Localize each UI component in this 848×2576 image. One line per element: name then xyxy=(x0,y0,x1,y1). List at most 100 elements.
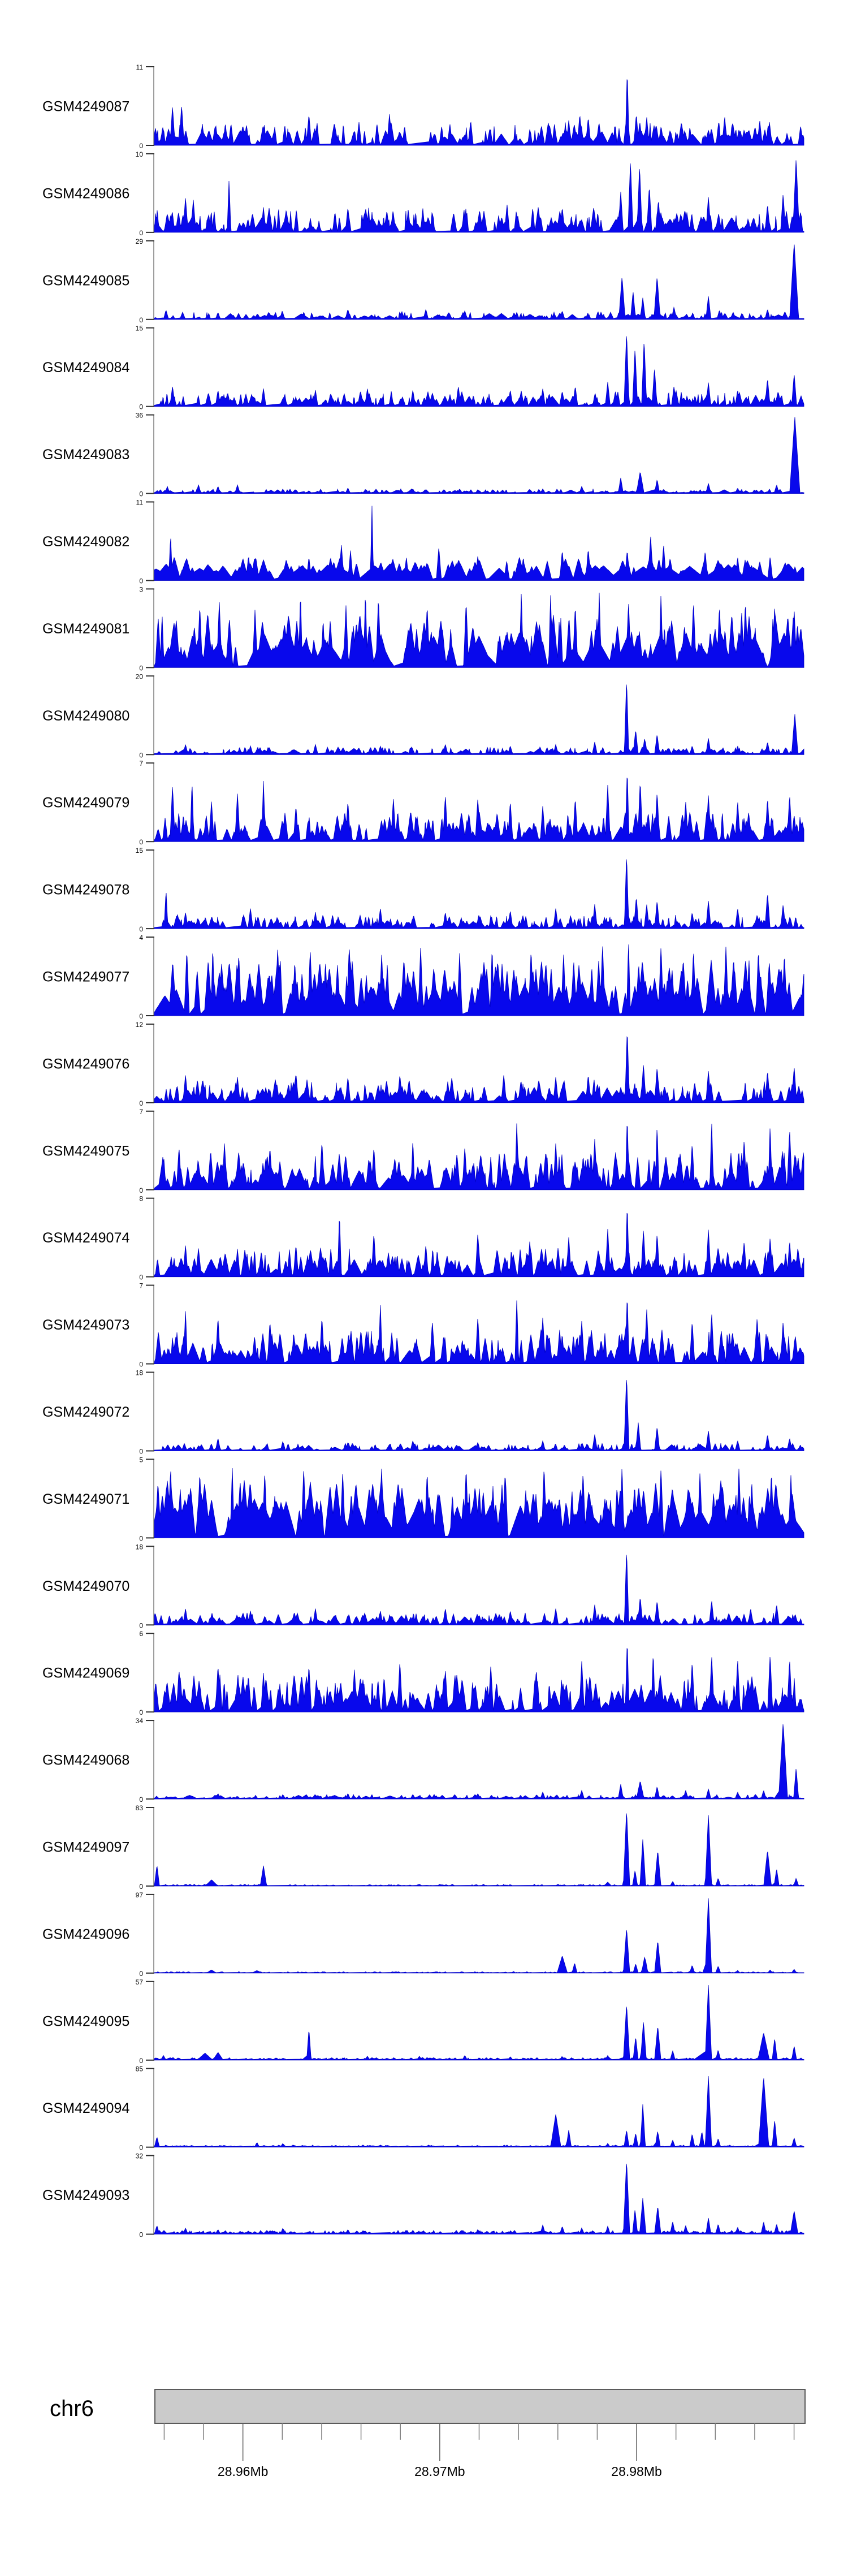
signal-area xyxy=(154,417,804,494)
y-axis-zero-label: 0 xyxy=(139,403,143,411)
track-label: GSM4249074 xyxy=(42,1230,129,1246)
track-label: GSM4249083 xyxy=(42,447,129,463)
track-label: GSM4249080 xyxy=(42,708,129,724)
signal-area xyxy=(154,2076,804,2148)
y-axis-zero-label: 0 xyxy=(139,1796,143,1803)
track-row: GSM4249085 29 0 xyxy=(42,238,804,324)
signal-area xyxy=(154,1898,804,1974)
genome-axis-tick-label: 28.96Mb xyxy=(218,2464,269,2479)
y-axis-zero-label: 0 xyxy=(139,316,143,324)
y-axis-zero-label: 0 xyxy=(139,1883,143,1891)
y-axis-zero-label: 0 xyxy=(139,1970,143,1978)
y-axis-zero-label: 0 xyxy=(139,838,143,846)
track-row: GSM4249070 18 0 xyxy=(42,1543,804,1629)
track-row: GSM4249083 36 0 xyxy=(42,412,804,498)
track-label: GSM4249075 xyxy=(42,1143,129,1159)
track-label: GSM4249069 xyxy=(42,1665,129,1681)
y-axis-zero-label: 0 xyxy=(139,229,143,237)
y-axis-max-label: 20 xyxy=(136,672,144,680)
signal-area xyxy=(154,1984,804,2061)
signal-area xyxy=(154,1468,804,1538)
track-row: GSM4249075 7 0 xyxy=(42,1108,804,1194)
track-row: GSM4249068 34 0 xyxy=(42,1717,804,1803)
track-row: GSM4249078 15 0 xyxy=(42,847,804,933)
track-row: GSM4249069 6 0 xyxy=(42,1630,804,1716)
track-label: GSM4249077 xyxy=(42,969,129,985)
track-label: GSM4249096 xyxy=(42,1926,129,1942)
y-axis-max-label: 5 xyxy=(139,1456,143,1464)
signal-area xyxy=(154,592,804,668)
track-label: GSM4249084 xyxy=(42,360,129,376)
genome-axis: chr6 28.96Mb 28.97Mb 28.98Mb xyxy=(50,2389,806,2479)
track-row: GSM4249087 11 0 xyxy=(42,63,804,150)
signal-area xyxy=(154,1123,804,1190)
signal-area xyxy=(154,944,804,1016)
y-axis-zero-label: 0 xyxy=(139,1621,143,1629)
y-axis-zero-label: 0 xyxy=(139,577,143,585)
y-axis-zero-label: 0 xyxy=(139,2144,143,2152)
track-row: GSM4249096 97 0 xyxy=(42,1891,804,1978)
signal-area xyxy=(154,1813,804,1887)
chromosome-label: chr6 xyxy=(50,2396,94,2421)
y-axis-zero-label: 0 xyxy=(139,1099,143,1107)
track-row: GSM4249082 11 0 xyxy=(42,499,804,585)
y-axis-max-label: 15 xyxy=(136,325,144,333)
track-row: GSM4249073 7 0 xyxy=(42,1282,804,1369)
signal-area xyxy=(154,1648,804,1712)
y-axis-zero-label: 0 xyxy=(139,664,143,672)
signal-area xyxy=(154,1724,804,1800)
y-axis-max-label: 12 xyxy=(136,1021,144,1029)
y-axis-zero-label: 0 xyxy=(139,1274,143,1281)
y-axis-zero-label: 0 xyxy=(139,1708,143,1716)
y-axis-max-label: 3 xyxy=(139,585,143,593)
signal-area xyxy=(154,778,804,842)
y-axis-max-label: 11 xyxy=(136,499,144,507)
y-axis-max-label: 18 xyxy=(136,1543,144,1551)
track-label: GSM4249073 xyxy=(42,1317,129,1333)
track-label: GSM4249082 xyxy=(42,534,129,550)
y-axis-max-label: 8 xyxy=(139,1195,143,1203)
signal-area xyxy=(154,1379,804,1451)
genome-axis-tick-label: 28.98Mb xyxy=(611,2464,662,2479)
y-axis-zero-label: 0 xyxy=(139,1534,143,1542)
y-axis-zero-label: 0 xyxy=(139,1186,143,1194)
signal-area xyxy=(154,506,804,581)
track-row: GSM4249079 7 0 xyxy=(42,760,804,846)
track-label: GSM4249071 xyxy=(42,1491,129,1507)
y-axis-zero-label: 0 xyxy=(139,1448,143,1456)
y-axis-max-label: 85 xyxy=(136,2065,144,2073)
y-axis-max-label: 7 xyxy=(139,1282,143,1290)
track-label: GSM4249094 xyxy=(42,2100,129,2116)
y-axis-zero-label: 0 xyxy=(139,142,143,150)
track-label: GSM4249087 xyxy=(42,99,129,115)
y-axis-max-label: 29 xyxy=(136,238,144,245)
y-axis-zero-label: 0 xyxy=(139,1012,143,1020)
y-axis-max-label: 7 xyxy=(139,1108,143,1116)
signal-area xyxy=(154,1213,804,1278)
y-axis-zero-label: 0 xyxy=(139,1361,143,1369)
track-label: GSM4249093 xyxy=(42,2187,129,2203)
track-label: GSM4249085 xyxy=(42,273,129,288)
track-row: GSM4249080 20 0 xyxy=(42,672,804,759)
signal-area xyxy=(154,244,804,320)
y-axis-max-label: 18 xyxy=(136,1369,144,1377)
track-row: GSM4249077 4 0 xyxy=(42,934,804,1020)
y-axis-max-label: 15 xyxy=(136,847,144,855)
track-label: GSM4249079 xyxy=(42,795,129,811)
y-axis-max-label: 34 xyxy=(136,1717,144,1725)
signal-area xyxy=(154,336,804,407)
track-row: GSM4249081 3 0 xyxy=(42,585,804,672)
signal-area xyxy=(154,160,804,233)
y-axis-max-label: 83 xyxy=(136,1804,144,1812)
track-row: GSM4249076 12 0 xyxy=(42,1021,804,1107)
y-axis-zero-label: 0 xyxy=(139,490,143,498)
signal-area xyxy=(154,684,804,755)
genome-axis-tick-label: 28.97Mb xyxy=(414,2464,465,2479)
y-axis-zero-label: 0 xyxy=(139,2057,143,2065)
y-axis-max-label: 6 xyxy=(139,1630,143,1638)
track-row: GSM4249095 57 0 xyxy=(42,1978,804,2065)
y-axis-max-label: 10 xyxy=(136,150,144,158)
signal-area xyxy=(154,1036,804,1103)
